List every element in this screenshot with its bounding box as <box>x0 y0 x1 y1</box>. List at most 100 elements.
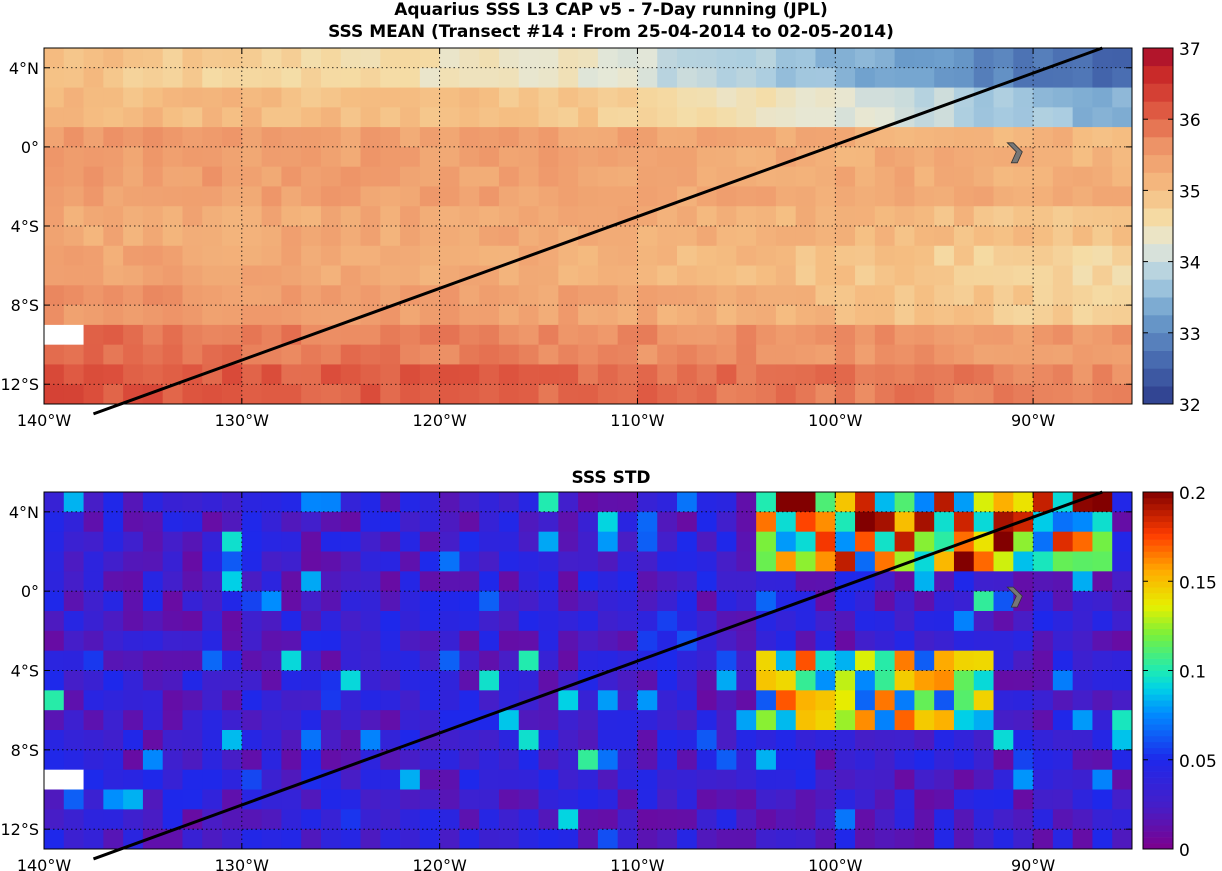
heatmap-cell <box>340 710 361 731</box>
heatmap-cell <box>518 305 539 326</box>
heatmap-cell <box>44 511 65 533</box>
heatmap-cell <box>1052 769 1074 790</box>
heatmap-cell <box>894 87 915 108</box>
heatmap-cell <box>1052 166 1074 187</box>
heatmap-cell <box>123 206 144 227</box>
heatmap-cell <box>578 749 599 771</box>
heatmap-cell <box>320 829 342 850</box>
heatmap-cell <box>241 87 262 108</box>
heatmap-cell <box>716 87 737 108</box>
heatmap-cell <box>439 384 460 405</box>
heatmap-cell <box>142 591 164 612</box>
heatmap-cell <box>538 146 559 168</box>
heatmap-cell <box>894 531 915 552</box>
heatmap-cell <box>142 206 164 227</box>
heatmap-cell <box>637 226 658 247</box>
heatmap-cell <box>419 107 441 128</box>
heatmap-cell <box>400 829 421 850</box>
heatmap-cell <box>736 630 757 652</box>
heatmap-cell <box>855 226 876 247</box>
heatmap-cell <box>795 511 816 533</box>
heatmap-cell <box>1052 384 1074 405</box>
y-tick-label: 12°S <box>0 820 39 839</box>
heatmap-cell <box>182 531 203 552</box>
heatmap-cell <box>835 749 856 771</box>
heatmap-cell <box>775 829 797 850</box>
heatmap-cell <box>439 710 460 731</box>
heatmap-cell <box>835 710 856 731</box>
heatmap-cell <box>1013 630 1034 652</box>
heatmap-cell <box>380 67 401 88</box>
heatmap-cell <box>1013 769 1034 790</box>
heatmap-cell <box>1052 789 1074 810</box>
heatmap-cell <box>83 670 104 691</box>
heatmap-cell <box>241 324 262 346</box>
heatmap-cell <box>241 127 262 148</box>
heatmap-cell <box>558 146 579 168</box>
heatmap-cell <box>63 146 84 168</box>
heatmap-cell <box>479 285 500 306</box>
heatmap-cell <box>953 571 975 592</box>
heatmap-cell <box>281 186 302 207</box>
heatmap-cell <box>914 285 935 306</box>
heatmap-cell <box>1013 749 1034 771</box>
heatmap-cell <box>815 730 836 751</box>
heatmap-cell <box>380 690 401 711</box>
heatmap-cell <box>380 710 401 731</box>
heatmap-cell <box>795 611 816 632</box>
heatmap-cell <box>439 206 460 227</box>
heatmap-cell <box>677 591 698 612</box>
heatmap-cell <box>617 809 638 830</box>
heatmap-cell <box>202 492 223 513</box>
heatmap-cell <box>1112 285 1133 306</box>
heatmap-cell <box>459 769 480 790</box>
heatmap-cell <box>439 107 460 128</box>
heatmap-cell <box>1112 551 1133 572</box>
heatmap-cell <box>775 492 797 513</box>
heatmap-cell <box>1072 206 1093 227</box>
heatmap-cell <box>419 789 441 810</box>
heatmap-cell <box>44 305 65 326</box>
heatmap-cell <box>1112 364 1133 385</box>
heatmap-cell <box>677 166 698 187</box>
heatmap-cell <box>756 285 777 306</box>
heatmap-cell <box>973 245 994 266</box>
heatmap-cell <box>1072 789 1093 810</box>
heatmap-cell <box>855 650 876 671</box>
heatmap-cell <box>934 492 955 513</box>
colorbar-segment <box>1143 813 1173 820</box>
heatmap-cell <box>380 789 401 810</box>
heatmap-cell <box>340 146 361 168</box>
heatmap-cell <box>578 305 599 326</box>
heatmap-cell <box>716 324 737 346</box>
heatmap-cell <box>736 344 757 365</box>
heatmap-cell <box>993 829 1014 850</box>
heatmap-cell <box>815 48 836 69</box>
heatmap-cell <box>261 305 282 326</box>
heatmap-cell <box>914 809 935 830</box>
heatmap-cell <box>775 107 797 128</box>
heatmap-cell <box>320 670 342 691</box>
heatmap-cell <box>775 789 797 810</box>
heatmap-cell <box>756 305 777 326</box>
heatmap-cell <box>558 245 579 266</box>
heatmap-cell <box>1052 511 1074 533</box>
heatmap-cell <box>83 749 104 771</box>
heatmap-cell <box>815 146 836 168</box>
heatmap-cell <box>637 571 658 592</box>
heatmap-cell <box>419 146 441 168</box>
colorbar-segment <box>1143 503 1173 511</box>
heatmap-cell <box>558 186 579 207</box>
heatmap-cell <box>281 730 302 751</box>
x-tick-label: 120°W <box>412 856 467 871</box>
heatmap-cell <box>677 551 698 572</box>
heatmap-cell <box>241 571 262 592</box>
heatmap-cell <box>281 146 302 168</box>
heatmap-cell <box>795 226 816 247</box>
heatmap-cell <box>894 710 915 731</box>
heatmap-cell <box>123 690 144 711</box>
heatmap-cell <box>736 690 757 711</box>
heatmap-cell <box>63 690 84 711</box>
heatmap-cell <box>1112 186 1133 207</box>
heatmap-cell <box>419 670 441 691</box>
